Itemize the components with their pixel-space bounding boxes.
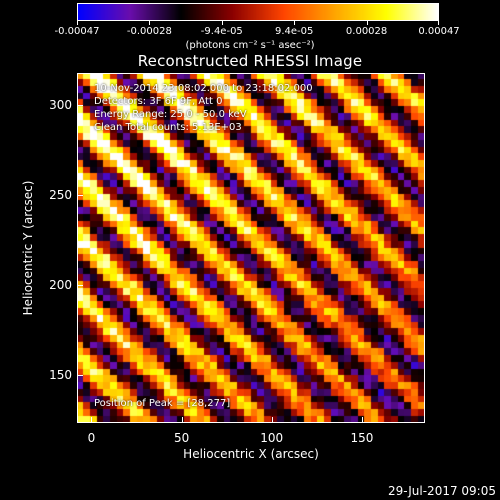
- y-tick-mark: [77, 374, 83, 376]
- colorbar-tick-mark: [366, 21, 368, 25]
- x-tick-label: 150: [350, 431, 374, 445]
- x-tick-mark: [91, 417, 93, 423]
- colorbar: [77, 3, 439, 21]
- y-tick-mark: [77, 105, 83, 107]
- x-tick-mark: [361, 417, 363, 423]
- colorbar-tick-mark: [77, 21, 78, 25]
- y-tick-mark: [77, 195, 83, 197]
- y-tick-label: 300: [49, 98, 72, 113]
- x-tick-label: 0: [87, 431, 96, 445]
- colorbar-tick-mark: [149, 21, 151, 25]
- y-tick-label: 200: [49, 277, 72, 292]
- x-tick-mark: [181, 417, 183, 423]
- colorbar-tick-mark: [294, 21, 296, 25]
- clean-counts-annotation: Clean Total counts: 5.13E+03: [94, 122, 242, 133]
- x-tick-label: 100: [260, 431, 284, 445]
- peak-position-annotation: Position of Peak = [28,277]: [94, 398, 231, 409]
- colorbar-tick-label: 0.00047: [418, 26, 460, 37]
- heatmap-image: [77, 73, 425, 423]
- colorbar-units: (photons cm⁻² s⁻¹ asec⁻²): [185, 40, 315, 51]
- time-range-annotation: 10-Nov-2014 23:08:02.000 to 23:18:02.000: [94, 83, 313, 94]
- chart-title: Reconstructed RHESSI Image: [137, 52, 363, 70]
- colorbar-tick-label: -0.00047: [54, 26, 100, 37]
- footer-date: 29-Jul-2017 09:05: [387, 484, 496, 498]
- colorbar-tick-mark: [438, 21, 439, 25]
- colorbar-tick-label: -9.4e-05: [200, 26, 243, 37]
- y-tick-mark: [77, 284, 83, 286]
- x-axis-label: Heliocentric X (arcsec): [183, 447, 319, 461]
- y-tick-label: 250: [49, 188, 72, 203]
- colorbar-tick-label: 0.00028: [345, 26, 388, 37]
- colorbar-tick-mark: [221, 21, 223, 25]
- energy-range-annotation: Energy Range: 25.0 - 50.0 keV: [94, 109, 247, 120]
- y-axis-label: Heliocentric Y (arcsec): [21, 180, 35, 316]
- y-tick-label: 150: [49, 367, 72, 382]
- x-tick-mark: [271, 417, 273, 423]
- x-tick-label: 50: [173, 431, 190, 445]
- colorbar-tick-label: 9.4e-05: [274, 26, 314, 37]
- detectors-annotation: Detectors: 3F 6F 9F, Att 0: [94, 96, 223, 107]
- colorbar-tick-label: -0.00028: [126, 26, 172, 37]
